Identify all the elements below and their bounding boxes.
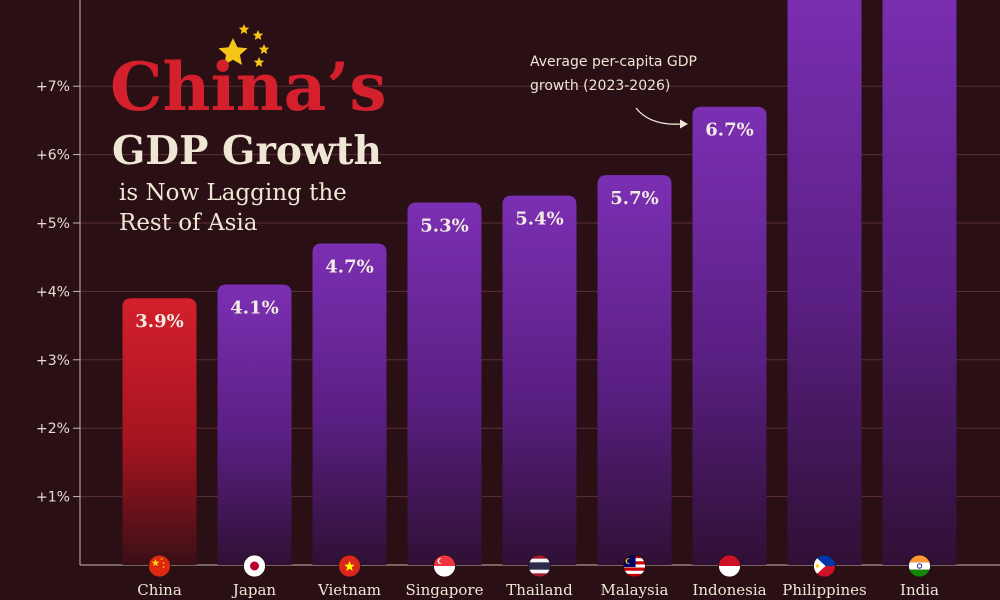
bar-value-label: 3.9%: [135, 311, 183, 332]
thailand-flag-icon: [528, 555, 551, 577]
bar-value-label: 5.7%: [610, 188, 658, 209]
bar-value-label: 6.7%: [705, 120, 753, 141]
india-flag-icon: [908, 555, 931, 577]
x-tick-label-philippines: Philippines: [782, 581, 866, 599]
title-block: China’s GDP Growth is Now Lagging the Re…: [110, 24, 386, 236]
bar-japan: [217, 284, 292, 565]
small-star-icon: [258, 44, 270, 54]
annotation-line-2: growth (2023-2026): [530, 78, 670, 94]
title-line-2: GDP Growth: [112, 128, 382, 174]
china-flag-icon: [148, 555, 171, 577]
x-tick-label-japan: Japan: [231, 581, 277, 599]
bar-value-label: 5.4%: [515, 209, 563, 230]
y-tick-label: +4%: [36, 284, 70, 300]
x-tick-label-india: India: [900, 581, 939, 599]
bar-indonesia: [692, 106, 767, 565]
bars-group: 3.9% 4.1% 4.7% 5.3% 5.4% 5.7% 6.7%: [122, 0, 957, 566]
x-tick-label-thailand: Thailand: [506, 581, 573, 599]
flags-group: [148, 554, 931, 578]
bar-malaysia: [597, 175, 672, 565]
subtitle-line-1: is Now Lagging the: [119, 180, 347, 206]
annotation-line-1: Average per-capita GDP: [530, 54, 697, 70]
x-tick-label-china: China: [137, 581, 182, 599]
x-tick-label-singapore: Singapore: [406, 581, 484, 599]
y-tick-label: +6%: [36, 148, 70, 164]
bar-vietnam: [312, 243, 387, 565]
bar-singapore: [407, 202, 482, 566]
small-star-icon: [238, 24, 250, 34]
small-star-icon: [252, 30, 264, 40]
malaysia-flag-icon: [623, 555, 646, 577]
y-axis-ticks: +1% +2% +3% +4% +5% +6% +7%: [36, 79, 80, 506]
y-tick-label: +1%: [36, 490, 70, 506]
annotation: Average per-capita GDP growth (2023-2026…: [530, 54, 697, 129]
y-tick-label: +2%: [36, 421, 70, 437]
x-axis-labels: China Japan Vietnam Singapore Thailand Malays…: [137, 581, 939, 599]
y-tick-label: +5%: [36, 216, 70, 232]
annotation-arrow: [635, 107, 683, 125]
x-tick-label-vietnam: Vietnam: [317, 581, 381, 599]
x-tick-label-malaysia: Malaysia: [601, 581, 669, 599]
indonesia-flag-icon: [718, 555, 741, 577]
x-tick-label-indonesia: Indonesia: [692, 581, 766, 599]
japan-flag-icon: [243, 555, 266, 577]
big-star-icon: [218, 38, 248, 65]
bar-thailand: [502, 195, 577, 565]
bar-china: [122, 298, 197, 565]
bar-india: [882, 0, 957, 565]
vietnam-flag-icon: [338, 555, 361, 577]
title-line-1: China’s: [110, 48, 386, 126]
bar-value-label: 4.1%: [230, 298, 278, 319]
y-tick-label: +7%: [36, 79, 70, 95]
bar-philippines: [787, 0, 862, 565]
bar-value-label: 5.3%: [420, 215, 468, 236]
singapore-flag-icon: [433, 555, 456, 577]
small-star-icon: [253, 57, 265, 67]
subtitle-line-2: Rest of Asia: [119, 210, 258, 236]
annotation-arrowhead-icon: [680, 119, 688, 129]
philippines-flag-icon: [813, 555, 836, 577]
star-icons: [218, 24, 270, 67]
y-tick-label: +3%: [36, 353, 70, 369]
bar-value-label: 4.7%: [325, 257, 373, 278]
